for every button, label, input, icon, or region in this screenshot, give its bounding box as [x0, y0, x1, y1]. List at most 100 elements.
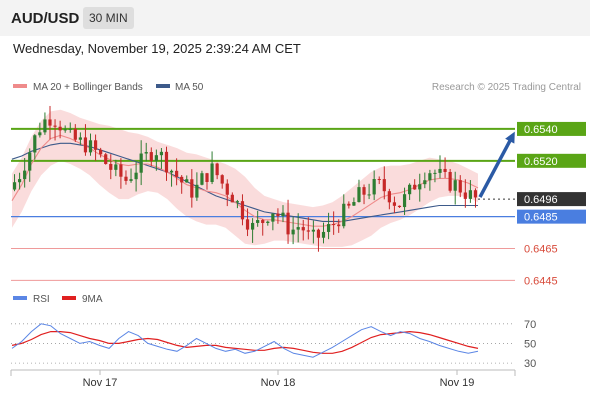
candle-body [17, 179, 22, 183]
candle-body [48, 119, 52, 126]
candles-layer [12, 105, 478, 252]
candle-body [99, 149, 103, 155]
bollinger-band [12, 109, 478, 247]
candle-body [154, 155, 158, 161]
candle-body [408, 184, 412, 195]
candle-body [306, 230, 310, 232]
candle-body [225, 183, 229, 195]
candle-body [326, 224, 331, 232]
candle-body [149, 152, 153, 161]
candle-body [266, 221, 270, 224]
candle-body [332, 224, 336, 226]
candle-body [321, 231, 326, 238]
candle-body [468, 190, 473, 199]
candle-body [139, 153, 143, 173]
timestamp: Wednesday, November 19, 2025 2:39:24 AM … [13, 41, 301, 56]
rsi-legend-swatch [13, 296, 27, 300]
ma50-legend-label: MA 50 [175, 82, 204, 93]
candle-body [88, 140, 93, 153]
candle-body [377, 179, 381, 181]
candle-body [129, 179, 133, 181]
candle-body [235, 201, 240, 203]
level-label-0-6520: 0.6520 [524, 156, 558, 168]
candle-body [392, 202, 397, 206]
rsi-tick-label: 30 [524, 358, 536, 370]
candle-body [195, 184, 199, 198]
level-label-0-6540: 0.6540 [524, 124, 558, 136]
forecast-layer [478, 131, 515, 198]
candle-body [413, 184, 417, 190]
candle-body [175, 170, 179, 177]
candle-body [205, 173, 209, 182]
candle-body [261, 220, 265, 224]
ma20-legend-swatch [13, 84, 27, 88]
candle-body [28, 152, 32, 171]
level-label-box [517, 121, 586, 136]
level-label-box [517, 153, 586, 168]
candle-body [382, 179, 386, 192]
candle-body [448, 171, 452, 191]
candle-body [418, 184, 422, 190]
candle-body [347, 203, 351, 206]
candle-body [68, 128, 72, 130]
forecast-arrow-head [505, 131, 515, 144]
candle-body [53, 125, 57, 127]
candle-body [337, 224, 341, 227]
candle-body [134, 172, 138, 180]
credit-text: Research © 2025 Trading Central [432, 82, 581, 93]
timeframe-badge[interactable]: 30 MIN [83, 7, 134, 29]
candle-body [463, 192, 467, 199]
level-label-0-6496: 0.6496 [524, 194, 558, 206]
candle-body [230, 194, 234, 203]
level-labels-layer: 0.6540 0.6520 0.6496 0.6485 0.6465 0.6445 [517, 121, 586, 287]
candle-body [352, 202, 356, 206]
candle-body [159, 151, 164, 156]
candle-body [240, 201, 245, 220]
candle-body [256, 220, 260, 223]
candle-body [114, 164, 118, 170]
rsi-tick-label: 50 [524, 338, 536, 350]
ma50-legend-swatch [156, 84, 170, 88]
candle-body [281, 212, 285, 217]
candle-body [78, 137, 82, 140]
rsi-ma-line [11, 330, 479, 354]
candle-body [215, 163, 219, 176]
candle-body [438, 168, 442, 173]
candle-body [473, 190, 478, 198]
x-tick-label: Nov 19 [440, 377, 475, 389]
header-bar: AUD/USD 30 MIN [0, 0, 590, 36]
candle-body [250, 222, 255, 230]
candle-body [367, 194, 371, 196]
candle-body [83, 137, 88, 153]
candle-body [200, 173, 204, 185]
candle-body [296, 227, 300, 230]
candle-body [428, 173, 432, 181]
level-label-0-6485: 0.6485 [524, 212, 558, 224]
candle-body [180, 176, 184, 183]
level-label-box [517, 192, 586, 207]
rsi-legend-label: RSI [33, 294, 50, 305]
rsi-ma-legend-label: 9MA [82, 294, 103, 305]
candle-body [433, 172, 437, 174]
candle-body [38, 132, 42, 136]
candle-body [397, 205, 402, 208]
candle-body [33, 135, 37, 153]
candle-body [372, 179, 376, 195]
candle-body [357, 187, 361, 203]
candle-body [73, 128, 77, 140]
rsi-ma-legend-swatch [62, 296, 76, 300]
candle-body [124, 176, 128, 181]
candle-body [12, 182, 17, 190]
level-label-0-6445: 0.6445 [524, 275, 558, 287]
candle-body [23, 170, 27, 180]
candle-body [276, 213, 280, 217]
x-axis: Nov 17 Nov 18 Nov 19 [10, 369, 516, 389]
candle-body [342, 203, 346, 227]
level-label-box [517, 209, 586, 224]
candle-body [58, 126, 62, 131]
rsi-line [11, 323, 479, 358]
candle-body [271, 213, 275, 222]
x-tick-label: Nov 17 [83, 377, 118, 389]
candle-body [109, 163, 113, 170]
candle-body [301, 227, 305, 231]
